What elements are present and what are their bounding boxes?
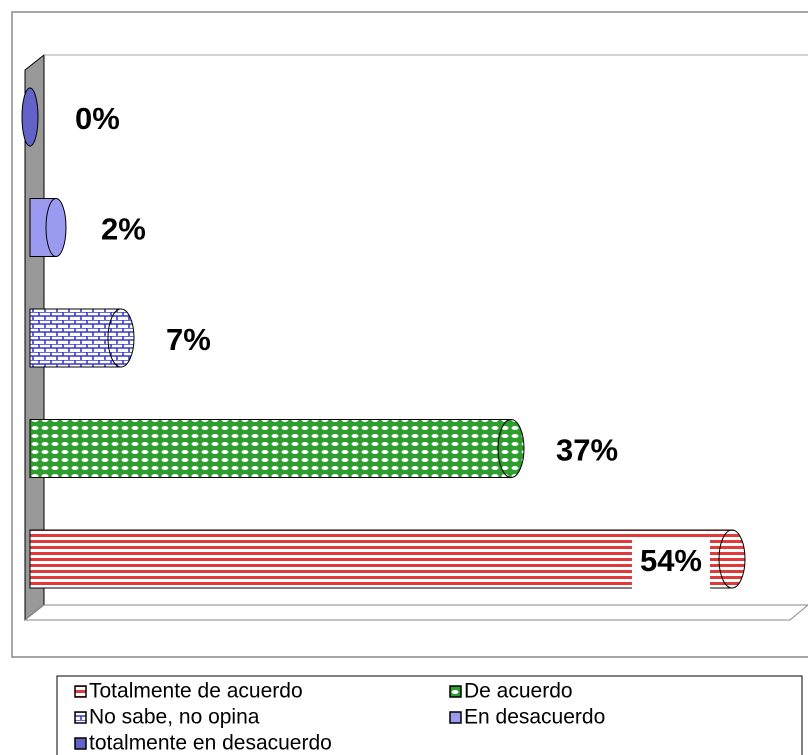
legend-marker — [74, 711, 87, 724]
legend-marker — [449, 685, 462, 698]
legend-label: De acuerdo — [464, 680, 573, 703]
value-label: 7% — [166, 322, 211, 357]
legend-label: No sabe, no opina — [89, 706, 260, 729]
value-label: 37% — [556, 433, 618, 468]
bar — [29, 308, 122, 368]
bar — [29, 529, 733, 589]
legend-marker — [74, 737, 87, 750]
bar-cap — [107, 308, 135, 368]
value-label: 2% — [101, 212, 146, 247]
legend-label: En desacuerdo — [464, 706, 605, 729]
value-label: 0% — [75, 101, 120, 136]
legend-label: totalmente en desacuerdo — [89, 732, 332, 755]
bar-cap — [21, 87, 39, 147]
value-label: 54% — [640, 543, 702, 578]
bar-cap — [497, 419, 525, 478]
legend-marker — [449, 711, 462, 724]
value-label-bg — [631, 537, 710, 589]
bar-cap — [45, 198, 67, 257]
bar — [29, 419, 512, 478]
legend-marker — [74, 685, 87, 698]
floor — [23, 604, 808, 621]
legend-label: Totalmente de acuerdo — [89, 680, 303, 703]
legend — [56, 675, 803, 755]
bar-cap — [718, 529, 746, 589]
